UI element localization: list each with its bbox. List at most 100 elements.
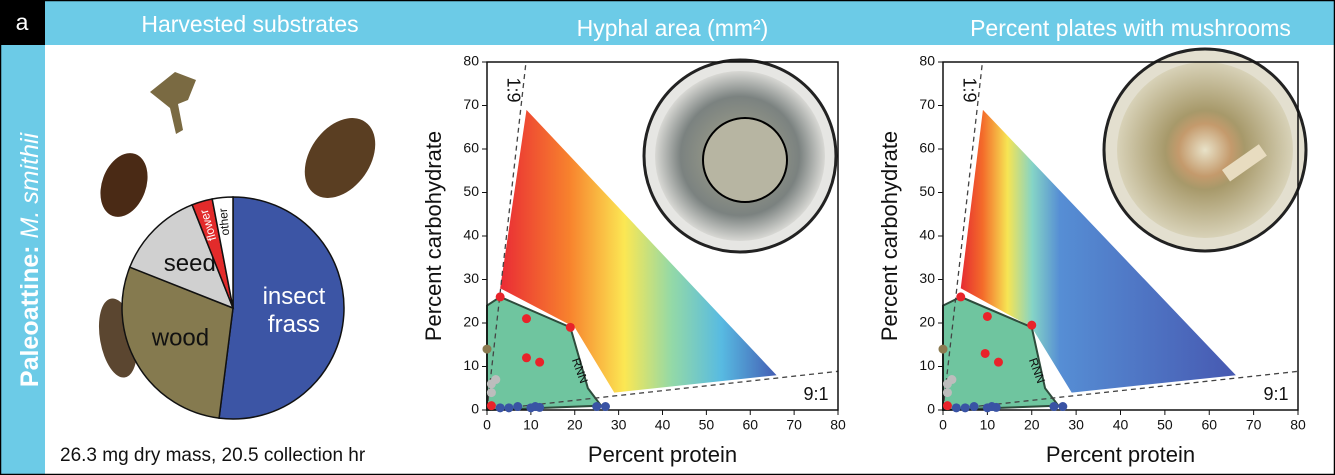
y-tick-label: 30 xyxy=(463,270,479,286)
point xyxy=(491,375,501,385)
point xyxy=(535,357,545,367)
point xyxy=(521,353,531,363)
point xyxy=(942,388,952,398)
x-tick-label: 50 xyxy=(699,417,715,433)
ratio-line xyxy=(942,61,984,411)
y-axis-label: Percent carbohydrate xyxy=(421,131,446,341)
y-tick-label: 40 xyxy=(463,227,479,243)
chart-title: Harvested substrates xyxy=(141,11,358,37)
pie-slice xyxy=(211,196,234,309)
y-tick-label: 30 xyxy=(919,270,935,286)
chart-title: Hyphal area (mm²) xyxy=(577,15,769,41)
caption: 26.3 mg dry mass, 20.5 collection hr xyxy=(60,445,366,466)
y-tick-label: 60 xyxy=(463,140,479,156)
point xyxy=(535,402,545,412)
x-tick-label: 20 xyxy=(1024,417,1040,433)
point xyxy=(947,375,957,385)
point xyxy=(982,311,992,321)
point xyxy=(951,403,961,413)
x-tick-label: 0 xyxy=(483,417,491,433)
point xyxy=(993,357,1003,367)
point xyxy=(592,402,602,412)
flower-photo xyxy=(150,72,196,134)
ratio-line xyxy=(486,61,527,411)
y-tick-label: 10 xyxy=(919,357,935,373)
y-tick-label: 60 xyxy=(919,140,935,156)
point xyxy=(1058,402,1068,412)
dish-photo-inner xyxy=(1117,62,1293,238)
y-tick-label: 50 xyxy=(919,183,935,199)
x-tick-label: 80 xyxy=(1290,417,1306,433)
annotation: 1:9 xyxy=(960,77,980,102)
y-tick-label: 80 xyxy=(463,53,479,69)
point xyxy=(942,401,952,411)
point xyxy=(1049,402,1059,412)
side-bar xyxy=(0,45,45,475)
slice-label: wood xyxy=(151,324,209,351)
point xyxy=(969,402,979,412)
point xyxy=(495,403,505,413)
ratio-line xyxy=(942,370,1299,411)
slice-label: other xyxy=(216,208,233,237)
point xyxy=(486,388,496,398)
point xyxy=(938,344,948,354)
side-label: Paleoattine: M. smithii xyxy=(16,131,44,387)
x-tick-label: 30 xyxy=(1068,417,1084,433)
x-tick-label: 70 xyxy=(1246,417,1262,433)
petri-photos xyxy=(642,47,1308,254)
x-tick-label: 10 xyxy=(980,417,996,433)
pie-slice xyxy=(121,266,234,419)
y-tick-label: 20 xyxy=(463,314,479,330)
x-tick-label: 60 xyxy=(1201,417,1217,433)
ratio-line xyxy=(486,370,839,411)
slice-label: insect frass xyxy=(263,283,326,338)
side-label-prefix: Paleoattine: xyxy=(16,245,44,387)
x-tick-label: 50 xyxy=(1157,417,1173,433)
x-axis-label: Percent protein xyxy=(588,442,737,467)
x-tick-label: 80 xyxy=(830,417,846,433)
x-tick-label: 10 xyxy=(523,417,539,433)
x-tick-label: 20 xyxy=(567,417,583,433)
y-tick-label: 20 xyxy=(919,314,935,330)
y-tick-label: 0 xyxy=(927,401,935,417)
pie-slice xyxy=(128,203,235,310)
point xyxy=(495,292,505,302)
panel-label-box xyxy=(0,0,45,45)
point xyxy=(513,402,523,412)
side-label-species: M. smithii xyxy=(16,131,44,238)
point xyxy=(980,348,990,358)
x-tick-label: 40 xyxy=(655,417,671,433)
point xyxy=(565,322,575,332)
point xyxy=(482,344,492,354)
y-tick-label: 0 xyxy=(471,401,479,417)
hypha-outline xyxy=(702,117,788,203)
y-tick-label: 40 xyxy=(919,227,935,243)
y-tick-label: 70 xyxy=(463,96,479,112)
point xyxy=(600,402,610,412)
y-axis-label: Percent carbohydrate xyxy=(877,131,902,341)
x-tick-label: 60 xyxy=(742,417,758,433)
seed-photo xyxy=(100,153,148,217)
point xyxy=(486,401,496,411)
y-tick-label: 70 xyxy=(919,96,935,112)
x-tick-label: 40 xyxy=(1113,417,1129,433)
x-axis-label: Percent protein xyxy=(1046,442,1195,467)
x-tick-label: 0 xyxy=(939,417,947,433)
annotation: 1:9 xyxy=(503,77,523,102)
point xyxy=(1027,320,1037,330)
heat-region xyxy=(500,109,777,393)
chart-title: Percent plates with mushrooms xyxy=(970,15,1291,41)
x-tick-label: 70 xyxy=(786,417,802,433)
y-tick-label: 10 xyxy=(463,357,479,373)
x-tick-label: 30 xyxy=(611,417,627,433)
frass-photo xyxy=(304,118,376,198)
point xyxy=(521,314,531,324)
mushroom-photo xyxy=(1222,144,1267,182)
point xyxy=(991,402,1001,412)
y-tick-label: 80 xyxy=(919,53,935,69)
annotation: 9:1 xyxy=(1263,384,1288,404)
pie-slice xyxy=(218,196,345,420)
annotation: 9:1 xyxy=(803,384,828,404)
point xyxy=(960,403,970,413)
panel-label: a xyxy=(16,9,29,35)
